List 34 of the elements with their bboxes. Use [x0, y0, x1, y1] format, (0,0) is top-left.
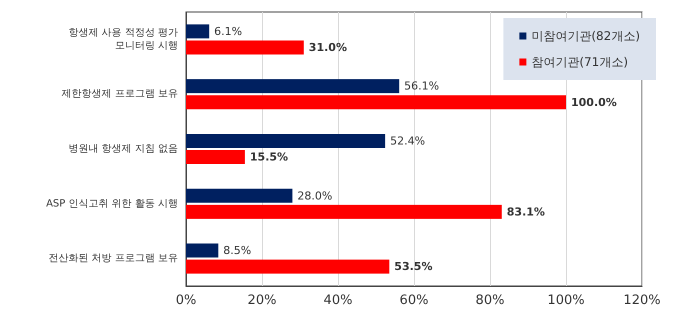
data-label: 15.5%	[250, 150, 288, 164]
bar	[186, 79, 400, 94]
legend-label: 미참여기관(82개소)	[531, 29, 640, 43]
y-tick-label: 항생제 사용 적정성 평가 모니터링 시행	[68, 27, 178, 52]
bar	[186, 134, 386, 148]
x-tick-label: 80%	[476, 293, 504, 308]
data-label: 6.1%	[214, 24, 242, 38]
bar	[186, 204, 502, 219]
data-label: 100.0%	[571, 96, 617, 109]
y-tick-label: 병원내 항생제 지침 없음	[68, 144, 178, 154]
data-label: 56.1%	[404, 80, 440, 93]
bar	[186, 260, 390, 274]
x-tick-label: 40%	[324, 293, 352, 308]
x-tick-label: 60%	[400, 293, 428, 308]
y-tick-label: ASP 인식고취 위한 활동 시행	[46, 198, 178, 210]
bar	[186, 95, 566, 110]
x-tick-label: 120%	[623, 293, 661, 308]
x-tick-label: 20%	[248, 293, 276, 308]
y-tick-label: 제한항생제 프로그램 보유	[62, 88, 178, 100]
bar	[186, 188, 292, 203]
data-label: 31.0%	[308, 40, 347, 54]
bar	[186, 40, 304, 54]
data-label: 83.1%	[506, 205, 545, 218]
x-tick-label: 0%	[176, 293, 196, 308]
x-tick-label: 100%	[547, 293, 585, 308]
bar	[186, 150, 245, 164]
data-label: 53.5%	[394, 260, 432, 274]
legend-label: 참여기관(71개소)	[531, 55, 628, 69]
data-label: 28.0%	[297, 189, 332, 202]
bar	[186, 244, 218, 258]
bar	[186, 24, 210, 38]
data-label: 52.4%	[390, 134, 426, 148]
y-tick-label: 전산화된 처방 프로그램 보유	[48, 253, 178, 264]
data-label: 8.5%	[223, 244, 252, 258]
